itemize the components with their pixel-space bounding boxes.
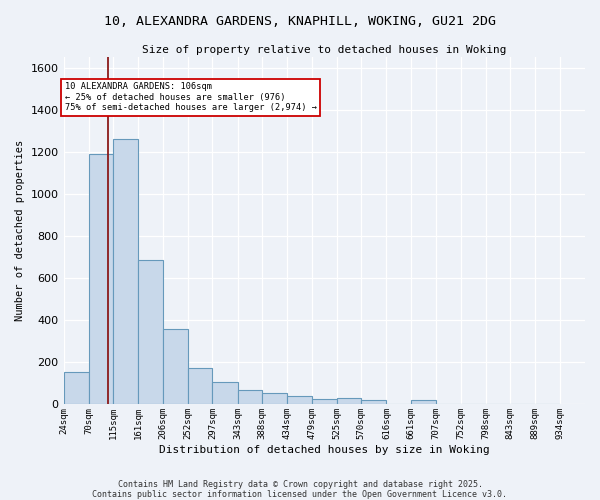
Title: Size of property relative to detached houses in Woking: Size of property relative to detached ho… [142,45,506,55]
Bar [312,399,337,404]
Text: 10 ALEXANDRA GARDENS: 106sqm
← 25% of detached houses are smaller (976)
75% of s: 10 ALEXANDRA GARDENS: 106sqm ← 25% of de… [65,82,317,112]
Bar [287,396,312,404]
Bar [188,368,212,405]
Text: Contains HM Land Registry data © Crown copyright and database right 2025.
Contai: Contains HM Land Registry data © Crown c… [92,480,508,499]
Bar [113,139,138,404]
Bar [138,260,163,404]
Bar [238,390,262,404]
Bar [212,382,238,404]
Bar [89,154,113,405]
Y-axis label: Number of detached properties: Number of detached properties [15,140,25,322]
Text: 10, ALEXANDRA GARDENS, KNAPHILL, WOKING, GU21 2DG: 10, ALEXANDRA GARDENS, KNAPHILL, WOKING,… [104,15,496,28]
Bar [361,400,386,404]
Bar [411,400,436,404]
Bar [337,398,361,404]
Bar [262,393,287,404]
X-axis label: Distribution of detached houses by size in Woking: Distribution of detached houses by size … [159,445,490,455]
Bar [163,328,188,404]
Bar [64,372,89,404]
